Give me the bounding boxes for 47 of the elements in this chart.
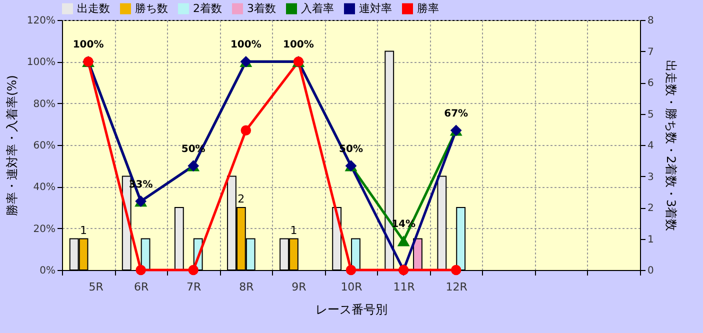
data-label: 1 — [80, 224, 88, 237]
legend-label: 入着率 — [301, 2, 334, 15]
point — [188, 264, 198, 276]
y-axis-title: 勝率・連対率・入着率(%) — [4, 75, 19, 216]
y-tick-label: 60% — [33, 140, 56, 152]
x-tick-label: 11R — [393, 280, 416, 294]
x-tick-label: 10R — [340, 280, 363, 294]
x-tick-label: 6R — [134, 280, 149, 294]
x-tick-label: 9R — [292, 280, 307, 294]
y-tick-label: 120% — [26, 16, 56, 26]
y2-tick-label: 0 — [648, 266, 654, 276]
data-label: 100% — [283, 40, 314, 51]
x-tick-label: 5R — [88, 280, 104, 294]
y2-tick-label: 6 — [648, 78, 654, 89]
y2-tick-label: 4 — [648, 140, 654, 152]
legend-label: 出走数 — [77, 2, 110, 15]
data-label: 67% — [444, 108, 468, 120]
legend-label: 連対率 — [359, 2, 392, 15]
y2-tick-label: 1 — [648, 234, 654, 246]
y2-tick-label: 5 — [648, 109, 654, 120]
point — [346, 264, 356, 276]
y2-tick-label: 8 — [648, 16, 654, 26]
point — [240, 125, 252, 136]
data-label: 2 — [238, 192, 245, 206]
data-label: 100% — [72, 40, 104, 51]
x-tick-label: 8R — [239, 280, 254, 294]
legend-label: 勝ち数 — [135, 2, 168, 15]
point — [397, 235, 410, 246]
data-label: 100% — [230, 40, 262, 51]
y2-axis-title: 出走数・勝ち数・2着数・3着数 — [664, 60, 678, 232]
legend-label: 3着数 — [247, 2, 276, 15]
y-tick-label: 100% — [26, 57, 56, 68]
point — [136, 264, 146, 276]
x-tick-label: 12R — [446, 280, 468, 294]
x-tick-label: 7R — [186, 280, 202, 294]
point — [450, 264, 462, 276]
data-label: 1 — [290, 224, 298, 237]
y2-tick-label: 3 — [648, 172, 654, 183]
legend-label: 2着数 — [193, 2, 222, 15]
x-axis-title: レース番号別 — [316, 302, 388, 316]
legend-label: 勝率 — [417, 2, 439, 15]
y-tick-label: 20% — [33, 224, 56, 235]
y2-tick-label: 7 — [648, 46, 654, 58]
y-tick-label: 80% — [33, 98, 56, 110]
y-tick-label: 40% — [33, 182, 56, 194]
y2-tick-label: 2 — [648, 203, 654, 214]
y-tick-label: 0% — [40, 266, 56, 276]
